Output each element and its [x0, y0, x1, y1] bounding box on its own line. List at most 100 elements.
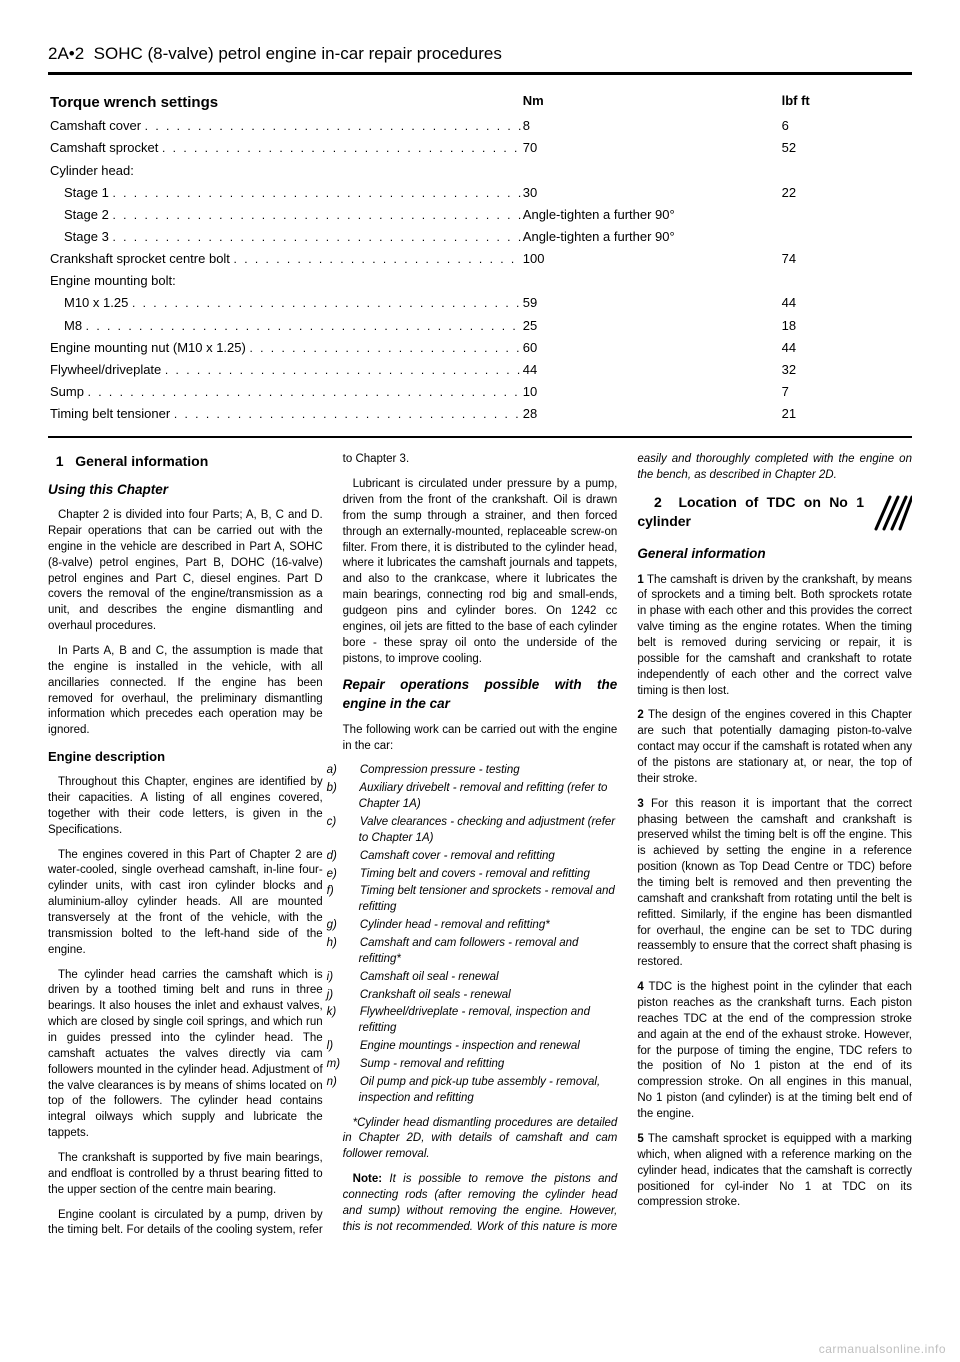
section1-title: 1 General information: [48, 452, 323, 471]
torque-lbf: 44: [782, 293, 910, 313]
page-header: 2A•2 SOHC (8-valve) petrol engine in-car…: [48, 44, 912, 64]
torque-nm: 70: [523, 138, 780, 158]
torque-label: Stage 3: [50, 227, 521, 247]
torque-label: Stage 1: [50, 183, 521, 203]
rule-top: [48, 72, 912, 75]
torque-row: Sump 107: [50, 382, 910, 402]
torque-row: Crankshaft sprocket centre bolt 10074: [50, 249, 910, 269]
sec2-gi-heading: General information: [637, 545, 912, 564]
torque-row: Stage 1 3022: [50, 183, 910, 203]
op-item: c) Valve clearances - checking and adjus…: [343, 815, 618, 847]
torque-nm: [523, 161, 780, 181]
using-p2: In Parts A, B and C, the assumption is m…: [48, 644, 323, 739]
torque-lbf: 7: [782, 382, 910, 402]
torque-lbf: 44: [782, 338, 910, 358]
torque-row: Stage 2 Angle-tighten a further 90°: [50, 205, 910, 225]
sec2-p3: 3 For this reason it is important that t…: [637, 797, 912, 971]
torque-lbf: [782, 271, 910, 291]
sec2-p4: 4 TDC is the highest point in the cylind…: [637, 980, 912, 1123]
col-lbf: lbf ft: [782, 91, 910, 114]
repair-heading: Repair operations possible with the engi…: [343, 676, 618, 713]
torque-lbf: 22: [782, 183, 910, 203]
torque-nm: 44: [523, 360, 780, 380]
op-item: l) Engine mountings - inspection and ren…: [343, 1039, 618, 1055]
page-title: SOHC (8-valve) petrol engine in-car repa…: [94, 44, 502, 63]
torque-lbf: 6: [782, 116, 910, 136]
op-item: a) Compression pressure - testing: [343, 763, 618, 779]
torque-row: Engine mounting bolt:: [50, 271, 910, 291]
sec2-p5: 5 The camshaft sprocket is equipped with…: [637, 1132, 912, 1211]
torque-label: Sump: [50, 382, 521, 402]
repair-intro: The following work can be carried out wi…: [343, 723, 618, 755]
torque-label: M10 x 1.25: [50, 293, 521, 313]
torque-label: Camshaft sprocket: [50, 138, 521, 158]
torque-nm: 25: [523, 316, 780, 336]
torque-lbf: 52: [782, 138, 910, 158]
torque-nm: 60: [523, 338, 780, 358]
torque-row: M10 x 1.25 5944: [50, 293, 910, 313]
op-item: e) Timing belt and covers - removal and …: [343, 867, 618, 883]
torque-lbf: 74: [782, 249, 910, 269]
note-label: Note:: [353, 1173, 382, 1185]
torque-nm: 8: [523, 116, 780, 136]
torque-lbf: [782, 161, 910, 181]
ops-list: a) Compression pressure - testing b) Auxi…: [343, 763, 618, 1106]
op-item: g) Cylinder head - removal and refitting…: [343, 918, 618, 934]
op-item: i) Camshaft oil seal - renewal: [343, 970, 618, 986]
torque-lbf: 21: [782, 404, 910, 424]
using-p1: Chapter 2 is divided into four Parts; A,…: [48, 508, 323, 635]
desc-p6: Lubricant is circulated under pressure b…: [343, 477, 618, 667]
sec2-p2: 2 The design of the engines covered in t…: [637, 708, 912, 787]
torque-row: Timing belt tensioner 2821: [50, 404, 910, 424]
body-columns: 1 General information Using this Chapter…: [48, 452, 912, 1239]
op-item: k) Flywheel/driveplate - removal, inspec…: [343, 1005, 618, 1037]
torque-nm: 59: [523, 293, 780, 313]
torque-row: M8 2518: [50, 316, 910, 336]
op-item: f) Timing belt tensioner and sprockets -…: [343, 884, 618, 916]
torque-lbf: [782, 227, 910, 247]
torque-row: Camshaft sprocket 7052: [50, 138, 910, 158]
section2-title: 2 Location of TDC on No 1 cylinder: [637, 493, 864, 532]
desc-p2: The engines covered in this Part of Chap…: [48, 848, 323, 959]
torque-label: Crankshaft sprocket centre bolt: [50, 249, 521, 269]
after-ops: *Cylinder head dismantling procedures ar…: [343, 1116, 618, 1164]
op-item: m) Sump - removal and refitting: [343, 1057, 618, 1073]
torque-nm: 10: [523, 382, 780, 402]
torque-heading: Torque wrench settings: [50, 91, 521, 114]
difficulty-icon: [872, 493, 912, 533]
op-item: b) Auxiliary drivebelt - removal and ref…: [343, 781, 618, 813]
torque-nm: [523, 271, 780, 291]
desc-p4: The crankshaft is supported by five main…: [48, 1151, 323, 1199]
torque-label: Engine mounting nut (M10 x 1.25): [50, 338, 521, 358]
col-nm: Nm: [523, 91, 780, 114]
desc-p3: The cylinder head carries the camshaft w…: [48, 968, 323, 1142]
torque-table: Torque wrench settings Nm lbf ft Camshaf…: [48, 89, 912, 426]
sec2-p1: 1 The camshaft is driven by the cranksha…: [637, 573, 912, 700]
op-item: j) Crankshaft oil seals - renewal: [343, 988, 618, 1004]
torque-nm: Angle-tighten a further 90°: [523, 227, 780, 247]
torque-row: Cylinder head:: [50, 161, 910, 181]
watermark: carmanualsonline.info: [819, 1342, 946, 1356]
op-item: h) Camshaft and cam followers - removal …: [343, 936, 618, 968]
torque-row: Camshaft cover 86: [50, 116, 910, 136]
torque-row: Flywheel/driveplate 4432: [50, 360, 910, 380]
page-ref: 2A•2: [48, 44, 84, 63]
section2-header: 2 Location of TDC on No 1 cylinder: [637, 493, 912, 533]
torque-row: Engine mounting nut (M10 x 1.25) 6044: [50, 338, 910, 358]
torque-label: Flywheel/driveplate: [50, 360, 521, 380]
torque-label: Timing belt tensioner: [50, 404, 521, 424]
op-item: n) Oil pump and pick-up tube assembly - …: [343, 1075, 618, 1107]
torque-nm: 30: [523, 183, 780, 203]
using-heading: Using this Chapter: [48, 481, 323, 500]
torque-label: Camshaft cover: [50, 116, 521, 136]
torque-row: Stage 3 Angle-tighten a further 90°: [50, 227, 910, 247]
op-item: d) Camshaft cover - removal and refittin…: [343, 849, 618, 865]
torque-lbf: 32: [782, 360, 910, 380]
torque-label: M8: [50, 316, 521, 336]
torque-label: Engine mounting bolt:: [50, 271, 521, 291]
torque-lbf: [782, 205, 910, 225]
torque-nm: 100: [523, 249, 780, 269]
torque-lbf: 18: [782, 316, 910, 336]
desc-p1: Throughout this Chapter, engines are ide…: [48, 775, 323, 838]
rule-after-torque: [48, 436, 912, 438]
